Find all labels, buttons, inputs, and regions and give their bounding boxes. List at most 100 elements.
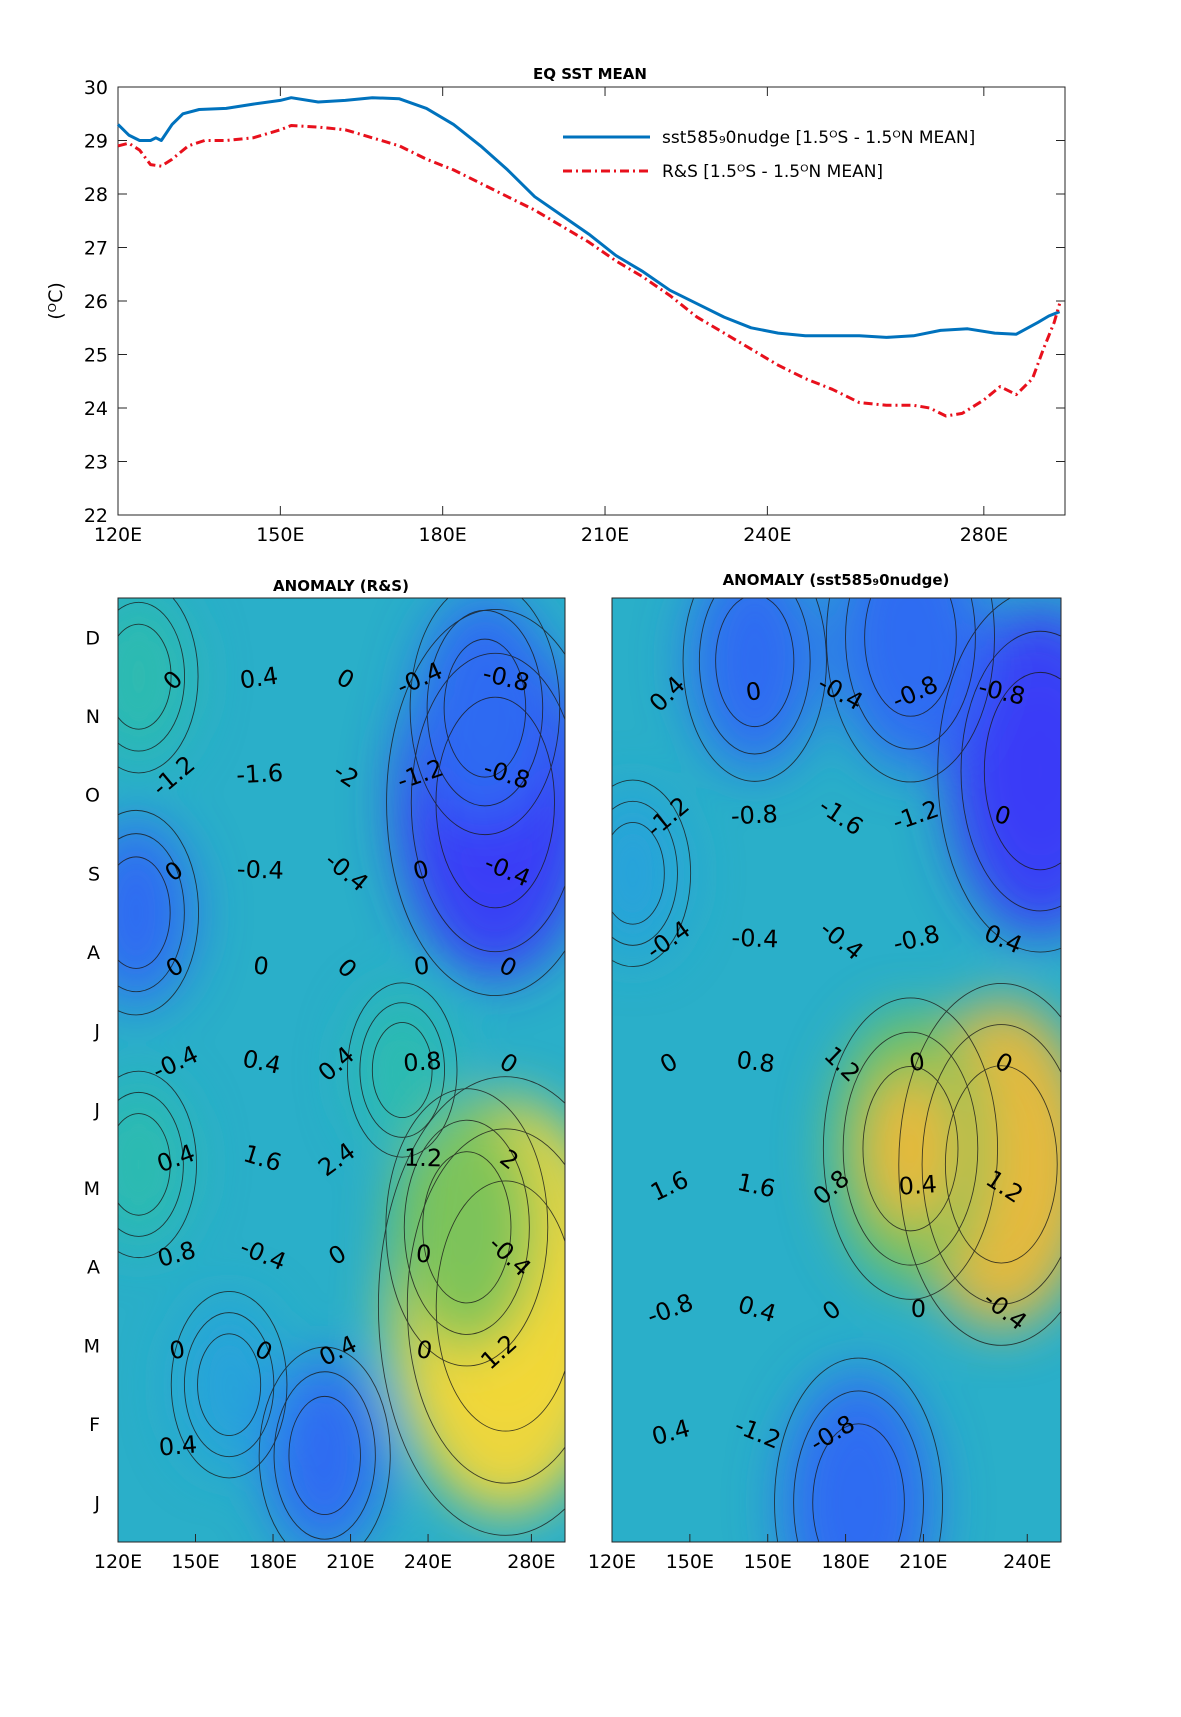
anomaly-blob-core xyxy=(816,1430,901,1542)
contour-line xyxy=(273,1371,376,1540)
contour-line xyxy=(898,983,1061,1346)
contour-line xyxy=(378,1076,565,1536)
contour-line xyxy=(197,1333,262,1436)
contour-label: -0.4 xyxy=(236,855,284,885)
anomaly-blob-core xyxy=(866,1073,955,1225)
x-tick-label: 150E xyxy=(256,524,304,546)
x-tick-label: 240E xyxy=(743,524,791,546)
x-tick-label: 240E xyxy=(1003,1551,1051,1573)
y-tick-label: J xyxy=(93,1021,100,1043)
contour-line xyxy=(170,1290,288,1479)
x-tick-label: 210E xyxy=(581,524,629,546)
series-line-rs xyxy=(117,124,1062,418)
contour-line xyxy=(258,1346,391,1542)
contour-line xyxy=(826,598,995,783)
heatmap-frame xyxy=(117,597,566,1543)
contour-line xyxy=(288,1395,361,1516)
contour-line xyxy=(118,1091,184,1237)
y-tick-label: 23 xyxy=(84,452,108,474)
contour-line xyxy=(118,833,185,993)
x-tick-label: 180E xyxy=(249,1551,297,1573)
contour-line xyxy=(426,609,544,807)
y-tick-label: 25 xyxy=(84,345,108,367)
contour-line xyxy=(371,1022,433,1119)
contour-label: 0.8 xyxy=(402,1047,442,1078)
contour-label: 0 xyxy=(252,951,271,981)
contour-line xyxy=(403,1119,530,1335)
anomaly-rs-title: ANOMALY (R&S) xyxy=(273,577,409,595)
contour-line xyxy=(921,1024,1061,1305)
contour-line xyxy=(612,822,665,925)
series-line-model xyxy=(116,96,1061,339)
contour-line xyxy=(842,1031,979,1266)
y-tick-label: J xyxy=(93,1099,100,1121)
anomaly-rs-axes: 120E 150E 180E 210E 240E 280E J F M A M J J A S O N D xyxy=(84,597,566,1573)
x-tick-label: 150E xyxy=(171,1551,219,1573)
anomaly-blob-core xyxy=(118,628,169,725)
contour-line xyxy=(862,1066,959,1232)
contour-label: 0.4 xyxy=(238,662,280,695)
contour-line xyxy=(118,598,199,774)
contour-line xyxy=(793,1390,924,1542)
contour-line xyxy=(698,598,811,755)
anomaly-blob-core xyxy=(868,598,953,710)
x-tick-label: 120E xyxy=(588,1551,636,1573)
y-tick-label: N xyxy=(86,706,100,728)
x-tick-label: 150E xyxy=(744,1551,792,1573)
contour-line xyxy=(409,598,561,836)
anomaly-rs-heatmap: ANOMALY (R&S) 0 0.4 0 -0.4 -0.8-1.2 -1.6 -2 -1.… xyxy=(84,577,566,1573)
contour-label: 0 xyxy=(911,1295,927,1323)
y-tick-label: 27 xyxy=(84,238,108,260)
contour-line xyxy=(118,1070,197,1259)
y-tick-label: 24 xyxy=(84,398,108,420)
contour-line xyxy=(715,598,795,728)
anomaly-model-axes: 120E 150E 150E 180E 210E 240E xyxy=(588,597,1062,1573)
y-tick-label: S xyxy=(88,863,100,885)
contour-line xyxy=(443,638,527,778)
contour-line xyxy=(118,856,171,969)
anomaly-blob-core xyxy=(718,600,791,722)
contour-line xyxy=(359,1002,445,1138)
anomaly-blob-core xyxy=(291,1401,358,1510)
line-chart: EQ SST MEAN 22 23 24 25 26 27 28 29 30 120E 150E 18… xyxy=(45,65,1066,546)
contour-label: -1.6 xyxy=(236,759,284,789)
contour-label: 0 xyxy=(412,951,431,981)
contour-line xyxy=(183,1312,275,1458)
contour-label: -0.8 xyxy=(730,800,778,830)
y-tick-label: 30 xyxy=(84,77,108,99)
contour-line xyxy=(346,982,458,1158)
x-tick-label: 210E xyxy=(899,1551,947,1573)
contour-label: 0 xyxy=(414,1335,434,1365)
contour-line xyxy=(118,601,186,752)
y-tick-label: 26 xyxy=(84,291,108,313)
y-tick-label: D xyxy=(85,627,100,649)
y-tick-label: 28 xyxy=(84,184,108,206)
legend: sst585₉0nudge [1.5ᴼS - 1.5ᴼN MEAN] R&S [… xyxy=(563,128,975,182)
x-tick-label: 120E xyxy=(94,1551,142,1573)
x-tick-label: 240E xyxy=(404,1551,452,1573)
y-tick-label: O xyxy=(85,785,100,807)
contour-line xyxy=(118,809,199,1016)
anomaly-rs-contours xyxy=(118,598,565,1542)
contour-line xyxy=(386,609,565,996)
x-tick-label: 280E xyxy=(960,524,1008,546)
contour-line xyxy=(682,598,827,782)
y-tick-label: 22 xyxy=(84,505,108,527)
heatmap-frame xyxy=(611,597,1062,1543)
anomaly-blob-core xyxy=(426,1158,508,1297)
x-tick-label: 180E xyxy=(419,524,467,546)
line-chart-series xyxy=(116,96,1062,418)
anomaly-blob-core xyxy=(612,826,662,920)
y-tick-label: M xyxy=(84,1178,100,1200)
contour-line xyxy=(435,1180,565,1432)
x-tick-label: 210E xyxy=(326,1551,374,1573)
contour-line xyxy=(406,1128,565,1484)
x-tick-label: 150E xyxy=(666,1551,714,1573)
anomaly-model-contours xyxy=(612,598,1061,1542)
anomaly-rs-color-field xyxy=(118,598,565,1542)
contour-line xyxy=(944,1065,1058,1264)
anomaly-blob-core xyxy=(118,861,168,964)
contour-line xyxy=(864,598,957,717)
contour-line xyxy=(422,1151,512,1304)
